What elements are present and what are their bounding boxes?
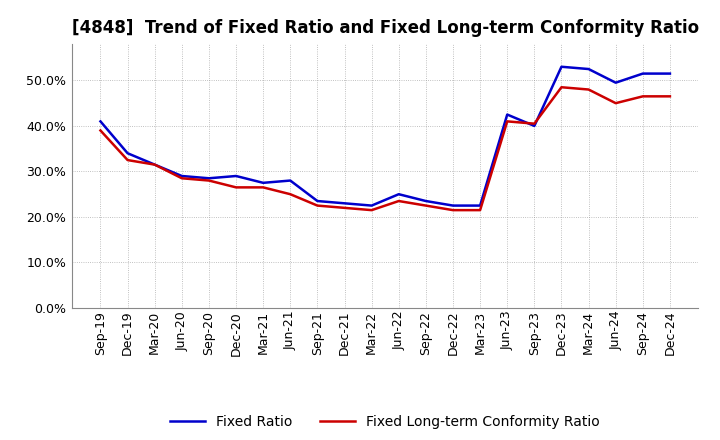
Fixed Long-term Conformity Ratio [530, 121, 539, 126]
Fixed Long-term Conformity Ratio [259, 185, 268, 190]
Fixed Ratio [421, 198, 430, 204]
Fixed Long-term Conformity Ratio [232, 185, 240, 190]
Fixed Long-term Conformity Ratio [150, 162, 159, 167]
Fixed Long-term Conformity Ratio [639, 94, 647, 99]
Fixed Ratio [123, 150, 132, 156]
Fixed Ratio [476, 203, 485, 208]
Fixed Ratio [503, 112, 511, 117]
Fixed Long-term Conformity Ratio [421, 203, 430, 208]
Fixed Ratio [665, 71, 674, 76]
Fixed Long-term Conformity Ratio [313, 203, 322, 208]
Fixed Long-term Conformity Ratio [665, 94, 674, 99]
Title: [4848]  Trend of Fixed Ratio and Fixed Long-term Conformity Ratio: [4848] Trend of Fixed Ratio and Fixed Lo… [71, 19, 699, 37]
Fixed Long-term Conformity Ratio [503, 119, 511, 124]
Fixed Long-term Conformity Ratio [341, 205, 349, 210]
Fixed Ratio [449, 203, 457, 208]
Fixed Ratio [584, 66, 593, 72]
Fixed Long-term Conformity Ratio [395, 198, 403, 204]
Fixed Long-term Conformity Ratio [449, 208, 457, 213]
Fixed Long-term Conformity Ratio [123, 158, 132, 163]
Fixed Long-term Conformity Ratio [557, 84, 566, 90]
Legend: Fixed Ratio, Fixed Long-term Conformity Ratio: Fixed Ratio, Fixed Long-term Conformity … [171, 415, 600, 429]
Fixed Ratio [367, 203, 376, 208]
Fixed Long-term Conformity Ratio [286, 191, 294, 197]
Fixed Ratio [96, 119, 105, 124]
Line: Fixed Long-term Conformity Ratio: Fixed Long-term Conformity Ratio [101, 87, 670, 210]
Fixed Long-term Conformity Ratio [611, 100, 620, 106]
Fixed Ratio [639, 71, 647, 76]
Fixed Ratio [395, 191, 403, 197]
Fixed Long-term Conformity Ratio [367, 208, 376, 213]
Fixed Ratio [313, 198, 322, 204]
Fixed Ratio [341, 201, 349, 206]
Fixed Long-term Conformity Ratio [178, 176, 186, 181]
Fixed Ratio [232, 173, 240, 179]
Fixed Ratio [259, 180, 268, 186]
Fixed Ratio [204, 176, 213, 181]
Fixed Long-term Conformity Ratio [476, 208, 485, 213]
Fixed Ratio [557, 64, 566, 70]
Fixed Long-term Conformity Ratio [96, 128, 105, 133]
Fixed Long-term Conformity Ratio [204, 178, 213, 183]
Line: Fixed Ratio: Fixed Ratio [101, 67, 670, 205]
Fixed Ratio [530, 123, 539, 128]
Fixed Ratio [150, 162, 159, 167]
Fixed Ratio [286, 178, 294, 183]
Fixed Long-term Conformity Ratio [584, 87, 593, 92]
Fixed Ratio [178, 173, 186, 179]
Fixed Ratio [611, 80, 620, 85]
